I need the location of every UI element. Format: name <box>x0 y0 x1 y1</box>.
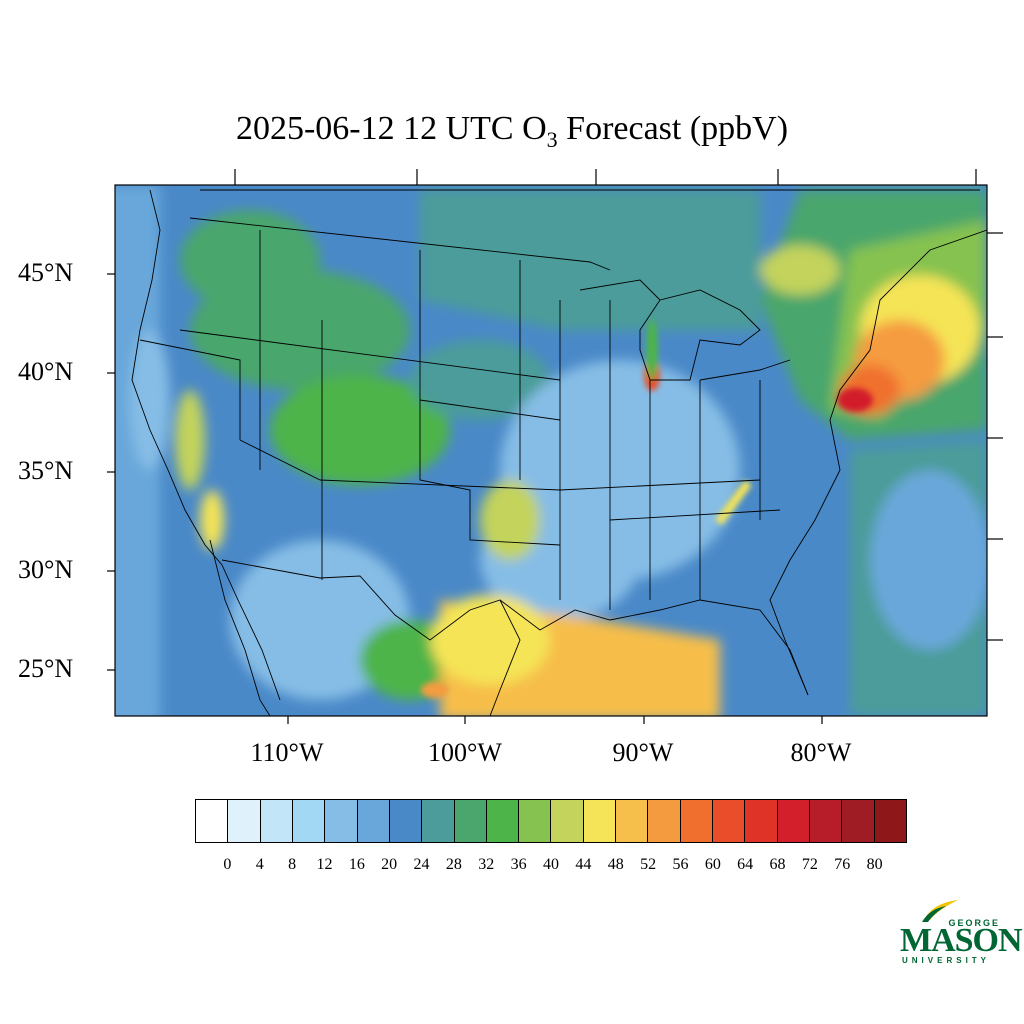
colorbar-label: 44 <box>575 856 592 873</box>
colorbar-label: 8 <box>288 856 297 873</box>
colorbar-swatch <box>648 800 681 842</box>
colorbar <box>195 799 907 843</box>
colorbar-label: 80 <box>866 856 883 873</box>
colorbar-swatch <box>713 800 746 842</box>
logo-university: UNIVERSITY <box>902 956 991 965</box>
colorbar-swatch <box>583 800 617 842</box>
colorbar-label: 76 <box>834 856 851 873</box>
title-subscript: 3 <box>546 126 558 152</box>
title-suffix: Forecast (ppbV) <box>557 110 789 147</box>
colorbar-swatch <box>809 800 843 842</box>
colorbar-label: 16 <box>348 856 365 873</box>
lat-label-30n: 30°N <box>18 555 74 584</box>
colorbar-swatch <box>777 800 810 842</box>
lon-label-100w: 100°W <box>428 738 502 767</box>
map-title: 2025-06-12 12 UTC O3 Forecast (ppbV) <box>0 110 1024 153</box>
colorbar-labels: 0 4 8 12 16 20 24 28 32 36 40 44 48 52 56 60 64 68 72 76 80 <box>0 856 1024 880</box>
logo-george: GEORGE <box>948 918 1000 928</box>
lon-label-80w: 80°W <box>790 738 852 767</box>
colorbar-swatch <box>519 800 552 842</box>
colorbar-label: 72 <box>801 856 818 873</box>
colorbar-swatch <box>874 800 906 842</box>
colorbar-swatch <box>228 800 261 842</box>
colorbar-swatch <box>745 800 778 842</box>
colorbar-swatch <box>616 800 649 842</box>
colorbar-swatch <box>325 800 358 842</box>
ozone-field <box>115 185 987 716</box>
lat-label-45n: 45°N <box>18 258 74 287</box>
lat-label-25n: 25°N <box>18 654 74 683</box>
colorbar-label: 0 <box>223 856 232 873</box>
colorbar-label: 28 <box>445 856 462 873</box>
colorbar-swatch <box>389 800 423 842</box>
colorbar-swatch <box>422 800 455 842</box>
colorbar-label: 56 <box>672 856 689 873</box>
lat-label-35n: 35°N <box>18 456 74 485</box>
colorbar-swatch <box>680 800 713 842</box>
colorbar-swatch <box>551 800 584 842</box>
colorbar-label: 48 <box>607 856 624 873</box>
colorbar-label: 20 <box>381 856 398 873</box>
colorbar-swatch <box>196 800 229 842</box>
colorbar-swatch <box>486 800 520 842</box>
colorbar-swatch <box>454 800 487 842</box>
colorbar-swatch <box>260 800 293 842</box>
colorbar-label: 36 <box>510 856 527 873</box>
colorbar-label: 12 <box>316 856 333 873</box>
logo-mason: MASON <box>900 922 1023 959</box>
axis-ticks <box>107 169 1003 724</box>
title-prefix: 2025-06-12 12 UTC O <box>235 110 547 147</box>
colorbar-label: 4 <box>255 856 264 873</box>
colorbar-label: 68 <box>769 856 786 873</box>
lon-label-90w: 90°W <box>612 738 674 767</box>
colorbar-label: 60 <box>704 856 721 873</box>
colorbar-label: 52 <box>640 856 657 873</box>
lon-label-110w: 110°W <box>250 738 324 767</box>
gmu-logo: GEORGE MASON UNIVERSITY <box>898 898 1023 970</box>
map-frame <box>114 184 988 717</box>
colorbar-label: 32 <box>478 856 495 873</box>
lat-label-40n: 40°N <box>18 357 74 386</box>
gmu-flame-icon <box>922 900 958 922</box>
colorbar-swatch <box>842 800 875 842</box>
map-boundaries <box>131 189 987 716</box>
colorbar-swatch <box>357 800 390 842</box>
colorbar-label: 40 <box>543 856 559 873</box>
colorbar-label: 64 <box>737 856 754 873</box>
colorbar-label: 24 <box>413 856 430 873</box>
colorbar-swatch <box>292 800 326 842</box>
